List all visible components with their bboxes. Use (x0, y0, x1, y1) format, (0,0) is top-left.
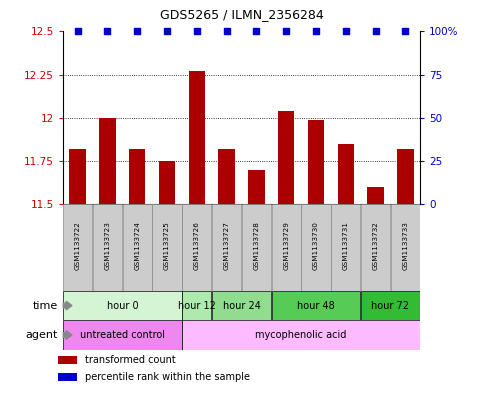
Bar (93, 204, 122, 291)
Point (372, 28, 380, 35)
Text: time: time (33, 301, 58, 310)
Bar (278, 111, 294, 204)
Bar (271, 291, 360, 320)
Bar (159, 161, 175, 204)
Bar (63, 291, 182, 320)
Text: GSM1133733: GSM1133733 (402, 221, 408, 270)
Text: hour 48: hour 48 (297, 301, 335, 310)
Bar (368, 187, 384, 204)
Point (253, 28, 260, 35)
Point (163, 28, 171, 35)
Text: GDS5265 / ILMN_2356284: GDS5265 / ILMN_2356284 (159, 8, 324, 21)
Bar (361, 291, 420, 320)
Text: GSM1133727: GSM1133727 (224, 221, 229, 270)
Point (104, 28, 112, 35)
Text: GSM1133725: GSM1133725 (164, 221, 170, 270)
Text: GSM1133731: GSM1133731 (343, 221, 349, 270)
Text: GSM1133729: GSM1133729 (283, 221, 289, 270)
Text: untreated control: untreated control (80, 330, 165, 340)
Point (74, 28, 82, 35)
Text: GSM1133732: GSM1133732 (372, 221, 379, 270)
Bar (63, 320, 182, 350)
Bar (397, 149, 413, 204)
Bar (182, 204, 212, 291)
Bar (271, 204, 301, 291)
Text: hour 72: hour 72 (371, 301, 410, 310)
Bar (391, 204, 420, 291)
Bar (218, 149, 235, 204)
Bar (58, 356, 77, 364)
Bar (248, 170, 265, 204)
Bar (331, 204, 360, 291)
Text: agent: agent (26, 330, 58, 340)
Bar (242, 204, 271, 291)
Text: GSM1133722: GSM1133722 (75, 221, 81, 270)
Bar (212, 204, 241, 291)
Text: percentile rank within the sample: percentile rank within the sample (85, 372, 250, 382)
Text: mycophenolic acid: mycophenolic acid (256, 330, 347, 340)
Point (342, 28, 350, 35)
Bar (308, 119, 324, 204)
Text: hour 24: hour 24 (223, 301, 260, 310)
Bar (58, 373, 77, 381)
Text: GSM1133723: GSM1133723 (104, 221, 111, 270)
Bar (301, 204, 330, 291)
Text: GSM1133730: GSM1133730 (313, 221, 319, 270)
Bar (123, 204, 152, 291)
Bar (153, 204, 182, 291)
Bar (129, 149, 145, 204)
Text: hour 0: hour 0 (107, 301, 138, 310)
Text: GSM1133724: GSM1133724 (134, 221, 140, 270)
Bar (99, 118, 115, 204)
Bar (338, 144, 354, 204)
Bar (70, 149, 86, 204)
Bar (182, 320, 420, 350)
Point (282, 28, 290, 35)
Text: GSM1133728: GSM1133728 (254, 221, 259, 270)
Point (193, 28, 201, 35)
Text: GSM1133726: GSM1133726 (194, 221, 200, 270)
Bar (182, 291, 212, 320)
Text: hour 12: hour 12 (178, 301, 216, 310)
Point (312, 28, 320, 35)
Point (401, 28, 409, 35)
Text: transformed count: transformed count (85, 354, 175, 365)
Bar (361, 204, 390, 291)
Bar (189, 71, 205, 204)
Bar (212, 291, 271, 320)
Point (223, 28, 230, 35)
Bar (63, 204, 92, 291)
Point (133, 28, 141, 35)
